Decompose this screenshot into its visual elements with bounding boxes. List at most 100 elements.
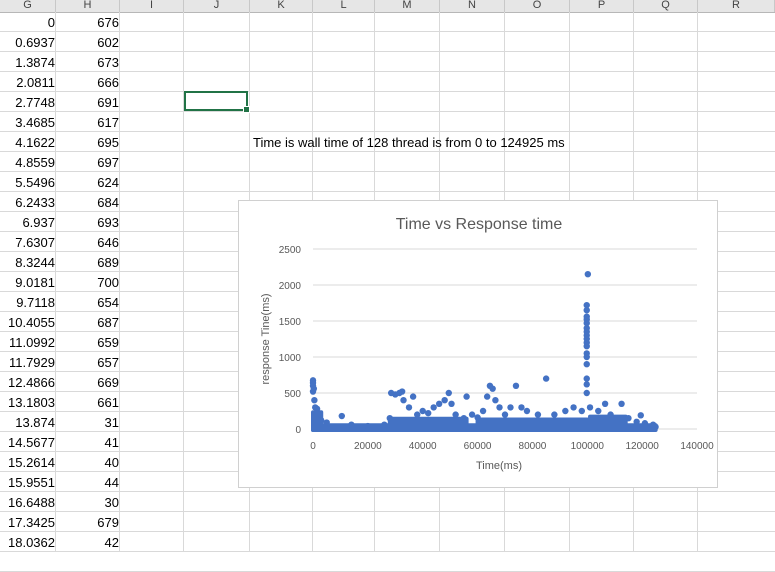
data-point bbox=[479, 407, 487, 415]
cell-g[interactable]: 14.5677 bbox=[8, 435, 55, 450]
cell-h[interactable]: 44 bbox=[104, 475, 119, 490]
data-point bbox=[448, 400, 455, 407]
data-point bbox=[611, 415, 618, 422]
cell-h[interactable]: 30 bbox=[104, 495, 119, 510]
cell-h[interactable]: 42 bbox=[104, 535, 119, 550]
column-header-r[interactable]: R bbox=[698, 0, 775, 12]
cell-h[interactable]: 689 bbox=[97, 255, 119, 270]
grid-row-line bbox=[0, 191, 775, 192]
y-tick-label: 1000 bbox=[279, 353, 302, 364]
cell-h[interactable]: 679 bbox=[97, 515, 119, 530]
data-point bbox=[512, 382, 520, 389]
cell-g[interactable]: 15.9551 bbox=[8, 475, 55, 490]
x-tick-label: 100000 bbox=[571, 441, 605, 452]
column-header-o[interactable]: O bbox=[505, 0, 570, 12]
cell-h[interactable]: 666 bbox=[97, 75, 119, 90]
data-point bbox=[583, 361, 590, 368]
cell-g[interactable]: 15.2614 bbox=[8, 455, 55, 470]
cell-g[interactable]: 11.7929 bbox=[8, 355, 55, 370]
cell-g[interactable]: 10.4055 bbox=[8, 315, 55, 330]
scatter-chart[interactable]: Time vs Response time 0 500 1000 1500 2000 250… bbox=[238, 200, 718, 488]
cell-g[interactable]: 17.3425 bbox=[8, 515, 55, 530]
data-point bbox=[501, 411, 509, 418]
cell-h[interactable]: 654 bbox=[97, 295, 119, 310]
cell-h[interactable]: 41 bbox=[104, 435, 119, 450]
cell-h[interactable]: 602 bbox=[97, 35, 119, 50]
data-point bbox=[570, 404, 577, 411]
cell-h[interactable]: 617 bbox=[97, 115, 119, 130]
cell-h[interactable]: 695 bbox=[97, 135, 119, 150]
data-point bbox=[460, 415, 468, 422]
cell-h[interactable]: 661 bbox=[97, 395, 119, 410]
cell-g[interactable]: 16.6488 bbox=[8, 495, 55, 510]
data-point bbox=[625, 415, 632, 422]
data-point bbox=[435, 400, 443, 407]
cell-g[interactable]: 8.3244 bbox=[15, 255, 55, 270]
cell-h[interactable]: 646 bbox=[97, 235, 119, 250]
cell-h[interactable]: 31 bbox=[104, 415, 119, 430]
cell-h[interactable]: 673 bbox=[97, 55, 119, 70]
cell-g[interactable]: 9.0181 bbox=[15, 275, 55, 290]
column-header-n[interactable]: N bbox=[440, 0, 505, 12]
cell-g[interactable]: 13.1803 bbox=[8, 395, 55, 410]
data-point bbox=[419, 407, 426, 415]
cell-g[interactable]: 9.7118 bbox=[16, 295, 55, 310]
data-point bbox=[583, 381, 590, 388]
data-point bbox=[578, 407, 585, 415]
cell-g[interactable]: 4.1622 bbox=[15, 135, 55, 150]
column-header-q[interactable]: Q bbox=[634, 0, 698, 12]
cell-g[interactable]: 6.2433 bbox=[15, 195, 55, 210]
data-point bbox=[441, 397, 448, 404]
cell-g[interactable]: 12.4866 bbox=[8, 375, 55, 390]
cell-g[interactable]: 1.3874 bbox=[15, 55, 55, 70]
cell-h[interactable]: 693 bbox=[97, 215, 119, 230]
cell-h[interactable]: 700 bbox=[97, 275, 119, 290]
cell-g[interactable]: 0 bbox=[47, 15, 55, 30]
cell-h[interactable]: 657 bbox=[97, 355, 119, 370]
y-axis-label: response Tine(ms) bbox=[260, 293, 272, 384]
column-header-j[interactable]: J bbox=[184, 0, 250, 12]
chart-svg: Time vs Response time 0 500 1000 1500 2000 250… bbox=[260, 216, 714, 472]
selected-cell-j5[interactable] bbox=[184, 91, 250, 113]
data-point bbox=[595, 407, 602, 415]
cell-h[interactable]: 669 bbox=[97, 375, 119, 390]
cell-g[interactable]: 5.5496 bbox=[15, 175, 55, 190]
cell-g[interactable]: 2.7748 bbox=[15, 95, 55, 110]
grid-row-line bbox=[0, 511, 775, 512]
column-header-g[interactable]: G bbox=[0, 0, 56, 12]
x-tick-label: 140000 bbox=[680, 441, 714, 452]
cell-g[interactable]: 2.0811 bbox=[16, 75, 55, 90]
column-header-m[interactable]: M bbox=[375, 0, 440, 12]
cell-g[interactable]: 3.4685 bbox=[15, 115, 55, 130]
data-point bbox=[583, 350, 590, 357]
data-point bbox=[452, 411, 459, 418]
data-point bbox=[398, 388, 406, 395]
note-cell-text: Time is wall time of 128 thread is from … bbox=[253, 135, 565, 150]
column-header-h[interactable]: H bbox=[56, 0, 120, 12]
fill-handle[interactable] bbox=[243, 106, 250, 113]
cell-h[interactable]: 624 bbox=[97, 175, 119, 190]
column-header-i[interactable]: I bbox=[120, 0, 184, 12]
cell-h[interactable]: 684 bbox=[97, 195, 119, 210]
column-header-l[interactable]: L bbox=[313, 0, 375, 12]
cell-h[interactable]: 659 bbox=[97, 335, 119, 350]
grid-row-line bbox=[0, 131, 775, 132]
cell-g[interactable]: 7.6307 bbox=[15, 235, 55, 250]
cell-g[interactable]: 13.874 bbox=[15, 415, 55, 430]
column-header-p[interactable]: P bbox=[570, 0, 634, 12]
cell-g[interactable]: 4.8559 bbox=[15, 155, 55, 170]
column-header-k[interactable]: K bbox=[250, 0, 313, 12]
cell-g[interactable]: 6.937 bbox=[22, 215, 55, 230]
data-point bbox=[641, 420, 649, 427]
cell-h[interactable]: 676 bbox=[97, 15, 119, 30]
grid-row-line bbox=[0, 171, 775, 172]
cell-h[interactable]: 697 bbox=[97, 155, 119, 170]
cell-h[interactable]: 40 bbox=[104, 455, 119, 470]
cell-g[interactable]: 0.6937 bbox=[15, 35, 55, 50]
cell-h[interactable]: 691 bbox=[97, 95, 119, 110]
cell-g[interactable]: 11.0992 bbox=[8, 335, 55, 350]
cell-g[interactable]: 18.0362 bbox=[8, 535, 55, 550]
cell-h[interactable]: 687 bbox=[97, 315, 119, 330]
chart-title: Time vs Response time bbox=[396, 216, 563, 233]
